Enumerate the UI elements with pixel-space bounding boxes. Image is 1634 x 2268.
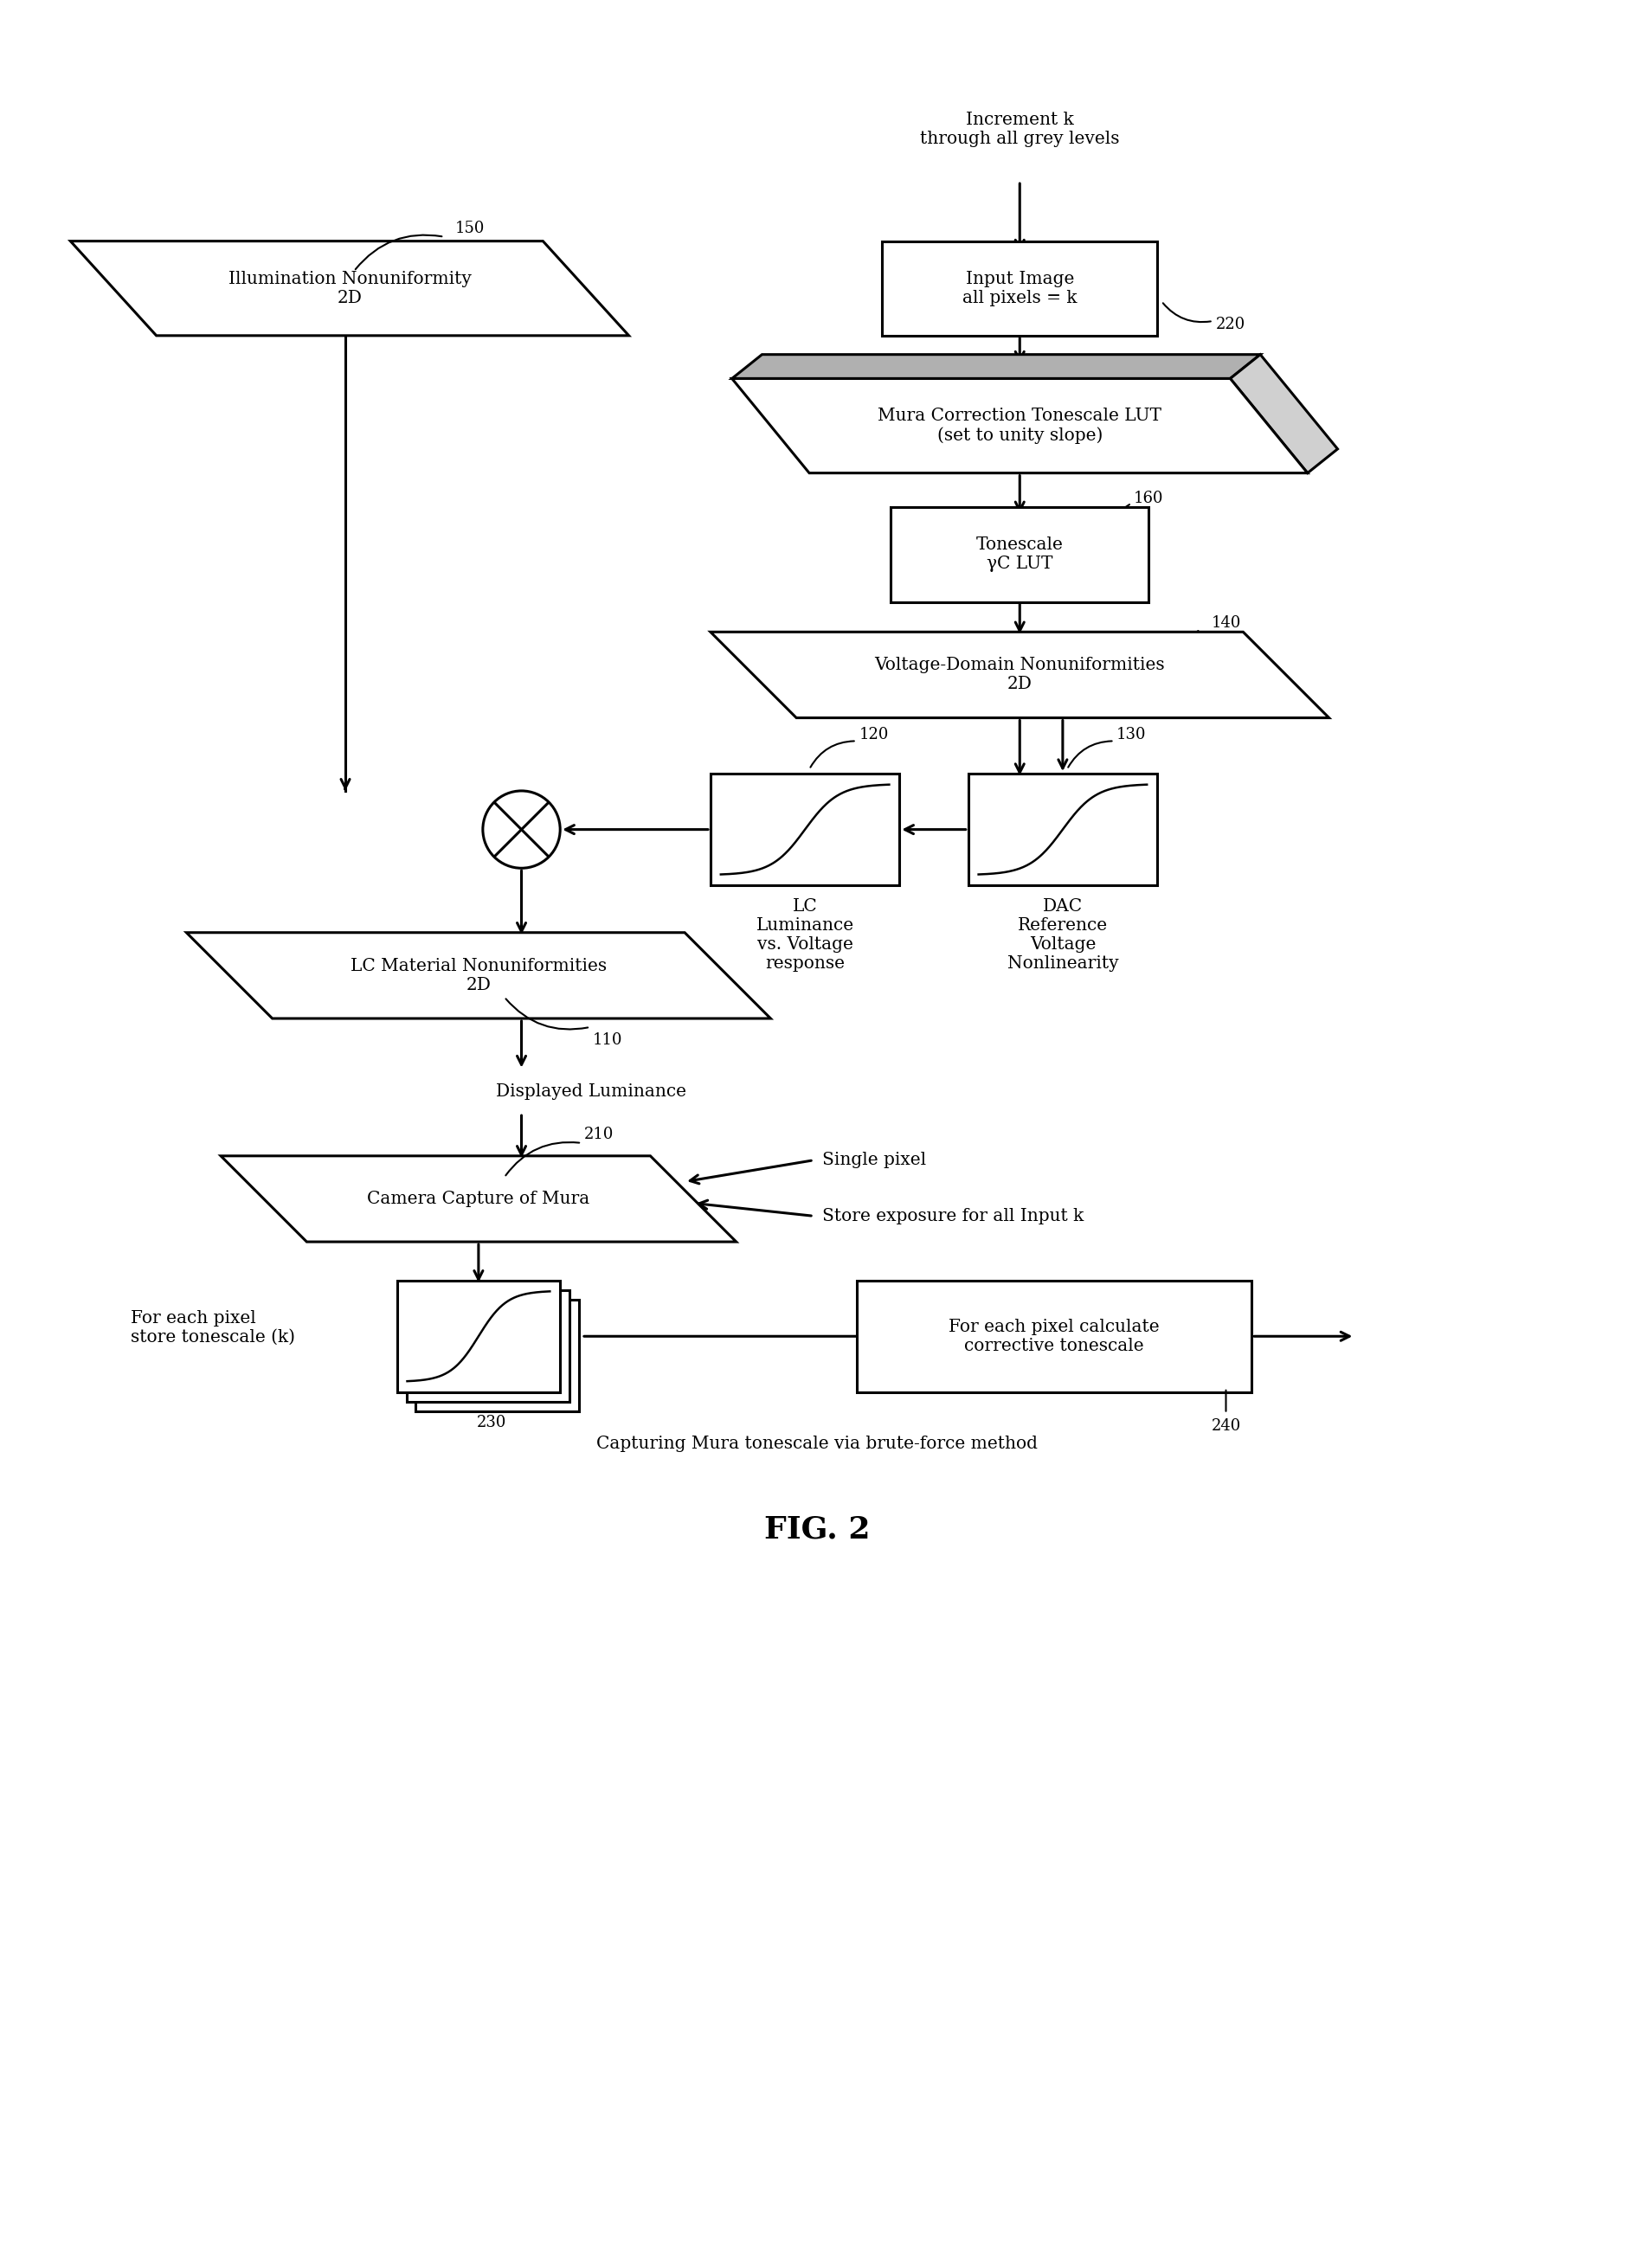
Text: 160: 160 [1134,490,1163,506]
Text: Displayed Luminance: Displayed Luminance [495,1084,686,1100]
Polygon shape [732,354,1260,379]
Text: Mura Correction Tonescale LUT
(set to unity slope): Mura Correction Tonescale LUT (set to un… [877,408,1162,445]
Text: Illumination Nonuniformity
2D: Illumination Nonuniformity 2D [229,270,471,306]
FancyBboxPatch shape [969,773,1157,885]
Text: 220: 220 [1216,318,1245,331]
Text: LC
Luminance
vs. Voltage
response: LC Luminance vs. Voltage response [757,898,855,971]
Text: 110: 110 [593,1032,623,1048]
Text: Tonescale
γC LUT: Tonescale γC LUT [975,538,1064,572]
Text: 120: 120 [859,728,889,744]
Polygon shape [70,240,629,336]
Text: Capturing Mura tonescale via brute-force method: Capturing Mura tonescale via brute-force… [596,1436,1038,1452]
FancyBboxPatch shape [415,1300,578,1411]
Text: 150: 150 [454,220,485,236]
Text: 140: 140 [1211,615,1240,631]
Text: Voltage-Domain Nonuniformities
2D: Voltage-Domain Nonuniformities 2D [874,658,1165,692]
FancyBboxPatch shape [882,240,1157,336]
Text: Input Image
all pixels = k: Input Image all pixels = k [962,270,1077,306]
Text: 230: 230 [477,1415,507,1429]
FancyBboxPatch shape [407,1290,570,1402]
Text: DAC
Reference
Voltage
Nonlinearity: DAC Reference Voltage Nonlinearity [1007,898,1118,971]
FancyBboxPatch shape [856,1281,1252,1393]
Text: 240: 240 [1211,1420,1240,1433]
Text: Single pixel: Single pixel [822,1152,926,1168]
Polygon shape [1230,354,1338,474]
FancyBboxPatch shape [711,773,899,885]
Polygon shape [732,379,1307,474]
Text: LC Material Nonuniformities
2D: LC Material Nonuniformities 2D [350,957,606,993]
FancyBboxPatch shape [397,1281,560,1393]
FancyBboxPatch shape [891,508,1149,601]
Circle shape [482,792,560,869]
Text: For each pixel calculate
corrective tonescale: For each pixel calculate corrective tone… [949,1318,1160,1354]
Text: Camera Capture of Mura: Camera Capture of Mura [368,1191,590,1207]
Polygon shape [221,1157,737,1243]
Text: Increment k
through all grey levels: Increment k through all grey levels [920,111,1119,147]
Text: Store exposure for all Input k: Store exposure for all Input k [822,1209,1083,1225]
Text: 210: 210 [583,1127,614,1143]
Text: For each pixel
store tonescale (k): For each pixel store tonescale (k) [131,1311,296,1345]
Polygon shape [711,633,1328,719]
Text: 130: 130 [1116,728,1147,744]
Polygon shape [186,932,771,1018]
Text: FIG. 2: FIG. 2 [765,1515,869,1545]
